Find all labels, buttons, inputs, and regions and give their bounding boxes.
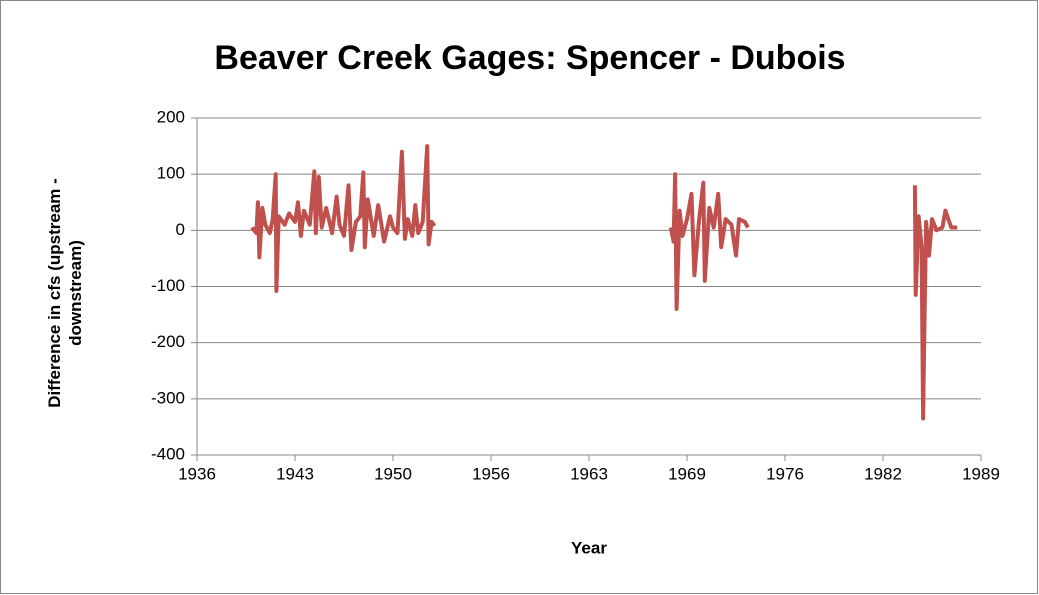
y-tick-label: -200	[151, 332, 185, 351]
x-tick-label: 1989	[962, 464, 1000, 483]
x-tick-label: 1982	[864, 464, 902, 483]
x-tick-label: 1943	[276, 464, 314, 483]
data-line	[668, 172, 750, 311]
y-tick-label: 200	[157, 107, 185, 126]
x-tick-label: 1956	[472, 464, 510, 483]
x-tick-label: 1976	[766, 464, 804, 483]
x-tick-label: 1969	[668, 464, 706, 483]
x-tick-label: 1936	[178, 464, 216, 483]
data-line	[912, 185, 958, 421]
y-tick-label: 0	[176, 220, 185, 239]
y-tick-label: 100	[157, 164, 185, 183]
chart-title: Beaver Creek Gages: Spencer - Dubois	[214, 39, 845, 77]
x-tick-label: 1950	[374, 464, 412, 483]
y-tick-label: -300	[151, 388, 185, 407]
x-axis-title: Year	[571, 538, 607, 557]
x-tick-label: 1963	[570, 464, 608, 483]
y-axis-title: Difference in cfs (upstream - downstream…	[45, 178, 85, 408]
y-tick-label: -400	[151, 444, 185, 463]
y-tick-label: -100	[151, 276, 185, 295]
data-line	[250, 144, 437, 293]
